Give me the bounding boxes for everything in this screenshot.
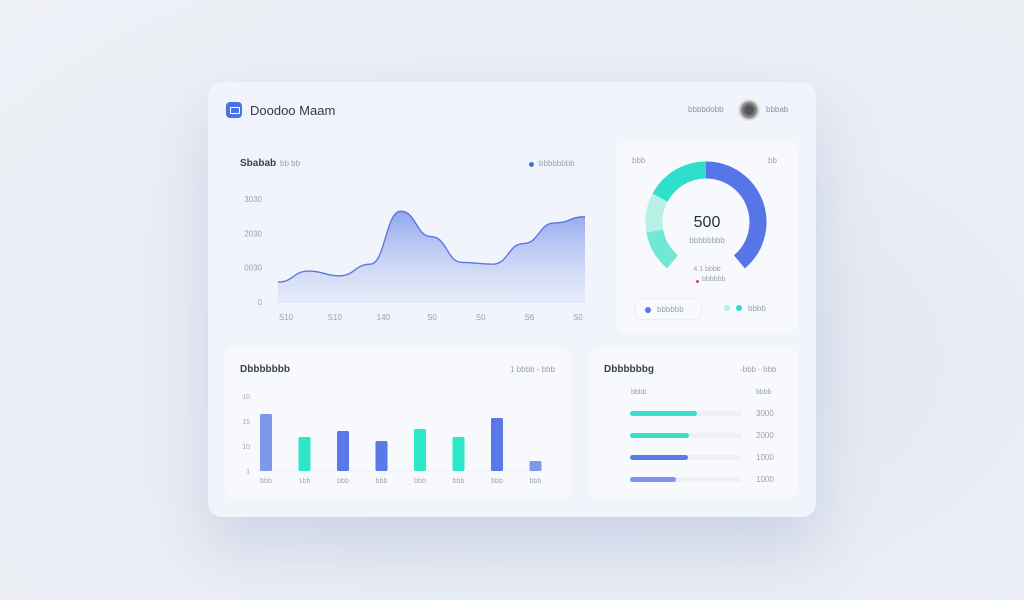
progress-row xyxy=(630,433,742,438)
x-tick-label: S10 xyxy=(328,313,343,322)
x-tick-label: S10 xyxy=(279,313,294,322)
gauge-stat: 4.1 bbbb xyxy=(693,266,721,273)
bar xyxy=(414,429,426,471)
legend-label[interactable]: bbbb xyxy=(748,304,766,313)
progress-fill xyxy=(630,411,698,416)
bar xyxy=(375,441,388,471)
bar-chart-range[interactable]: 1 bbbb - bbb xyxy=(510,365,555,374)
line-chart: 0 0030 2030 3030 S10 S10 140 S0 S0 S6 S0 xyxy=(244,195,586,322)
bar xyxy=(529,461,542,471)
legend-label: bbbbbb xyxy=(657,305,684,314)
y-tick-label: 2030 xyxy=(244,229,262,238)
x-tick-label: S0 xyxy=(573,313,583,322)
bar xyxy=(452,437,465,471)
progress-fill xyxy=(630,455,689,460)
x-tick-label: 1bb xyxy=(299,478,311,485)
progress-row xyxy=(630,477,742,482)
x-tick-label: bbb xyxy=(453,478,465,485)
column-header-left: bbbb xyxy=(631,389,647,396)
bar-chart-title: Dbbbbbbb xyxy=(240,364,290,375)
progress-fill xyxy=(630,477,676,482)
gauge-segment xyxy=(705,161,767,269)
x-tick-label: bbb xyxy=(260,478,272,485)
progress-title: Dbbbbbbg xyxy=(604,364,654,375)
legend-dot-icon xyxy=(724,305,730,311)
progress-row xyxy=(630,411,742,416)
progress-value: 1000 xyxy=(756,475,774,484)
app-logo-icon xyxy=(226,102,242,118)
app-title: Doodoo Maam xyxy=(250,103,336,118)
y-tick-label: 15 xyxy=(242,419,250,426)
alert-dot-icon xyxy=(696,280,699,283)
x-tick-label: 140 xyxy=(377,313,391,322)
progress-range[interactable]: -bbb - bbb xyxy=(740,365,777,374)
y-tick-label: 10 xyxy=(242,444,250,451)
progress-value: 3000 xyxy=(756,409,774,418)
line-chart-legend: bbbbbbbb xyxy=(539,159,575,168)
dashboard-window: Doodoo Maam bbbbdobb bbbab Sbabab bb bb … xyxy=(208,82,816,517)
x-tick-label: bbb xyxy=(530,478,542,485)
progress-row xyxy=(630,455,742,460)
user-name[interactable]: bbbab xyxy=(766,105,789,114)
gauge-segment xyxy=(652,161,707,202)
bar xyxy=(491,418,503,471)
column-header-right: bbbb xyxy=(756,389,772,396)
y-tick-label: 0030 xyxy=(244,264,262,273)
bar xyxy=(260,414,272,471)
x-tick-label: S0 xyxy=(476,313,486,322)
gauge-label-left: bbb xyxy=(632,156,646,165)
gauge-segment xyxy=(645,193,668,233)
progress-panel: Dbbbbbbg -bbb - bbb bbbb bbbb 3000 2000 10… xyxy=(588,347,798,499)
bar xyxy=(337,431,349,471)
x-tick-label: bbb xyxy=(337,478,349,485)
x-tick-label: bbb xyxy=(491,478,503,485)
area-fill xyxy=(278,211,585,302)
legend-dot-icon xyxy=(529,162,534,167)
y-tick-label: 3030 xyxy=(244,195,262,204)
gauge-chart xyxy=(645,161,767,269)
line-chart-subtitle: bb bb xyxy=(280,159,301,168)
x-tick-label: bbb xyxy=(376,478,388,485)
progress-fill xyxy=(630,433,690,438)
line-chart-panel: Sbabab bb bb bbbbbbbb xyxy=(224,140,604,330)
x-tick-label: S6 xyxy=(524,313,534,322)
gauge-panel: bbb bb 500 bbbbbbbb 4.1 bbbb bbbbbb bbbb… xyxy=(616,140,798,333)
y-tick-label: 0 xyxy=(258,298,263,307)
bar-chart: 1 10 15 10 bbb 1bb bbb bbb bbb bbb bbb bbb xyxy=(242,394,546,485)
avatar[interactable] xyxy=(740,101,758,119)
gauge-segment xyxy=(646,229,679,269)
gauge-stat-2: bbbbbb xyxy=(702,276,726,283)
gauge-value: 500 xyxy=(693,214,721,231)
legend-dot-icon xyxy=(736,305,742,311)
series-line xyxy=(277,210,586,283)
progress-value: 1000 xyxy=(756,453,774,462)
progress-value: 2000 xyxy=(756,431,774,440)
legend-item[interactable]: bbbbbb xyxy=(634,298,702,320)
y-tick-label: 10 xyxy=(242,394,250,401)
y-tick-label: 1 xyxy=(246,469,250,476)
gauge-label-right: bb xyxy=(768,156,777,165)
header-link[interactable]: bbbbdobb xyxy=(688,105,724,114)
x-tick-label: bbb xyxy=(414,478,426,485)
bar xyxy=(298,437,311,471)
line-chart-title: Sbabab xyxy=(240,158,277,169)
x-tick-label: S0 xyxy=(427,313,437,322)
gauge-sublabel: bbbbbbbb xyxy=(689,236,725,245)
bar-chart-panel: Dbbbbbbb 1 bbbb - bbb xyxy=(224,347,572,499)
legend-dot-icon xyxy=(645,307,651,313)
